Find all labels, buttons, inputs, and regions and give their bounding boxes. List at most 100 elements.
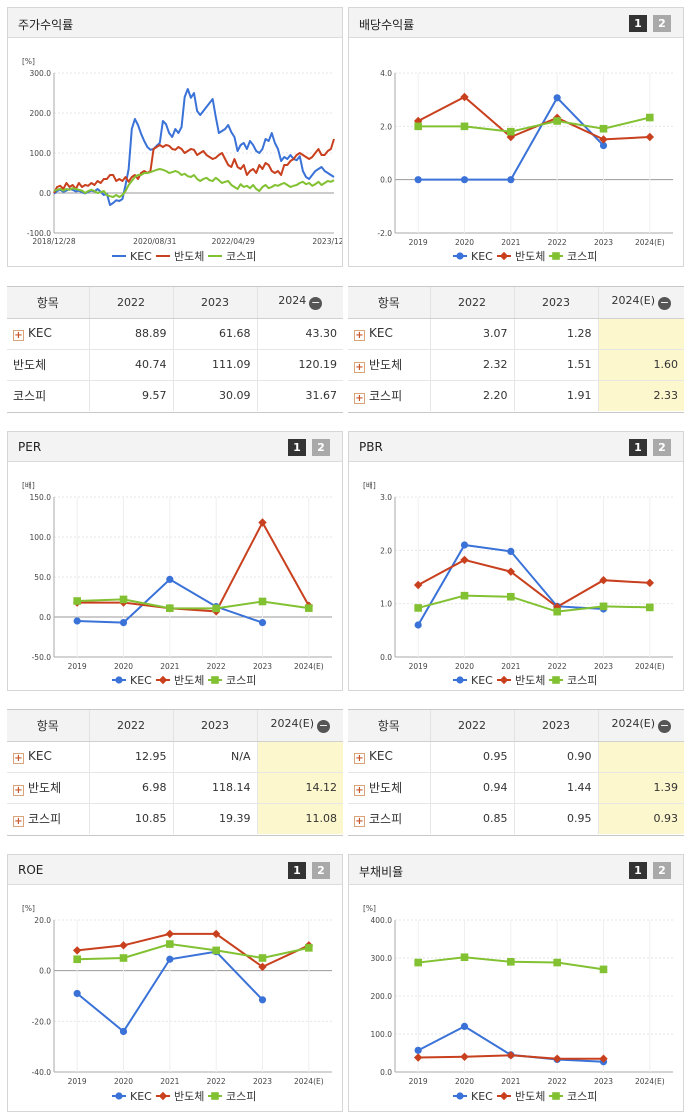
table-header-row: 항목 2022 2023 2024(E) − bbox=[348, 710, 684, 742]
x-tick-label: 2021 bbox=[501, 238, 520, 247]
kospi-series-line bbox=[77, 598, 309, 610]
table-cell: 88.89 bbox=[88, 318, 173, 350]
kec-point bbox=[507, 547, 515, 555]
semiconductor-point bbox=[499, 675, 509, 685]
kospi-point bbox=[119, 954, 128, 962]
table-row: + 코스피 2.20 1.91 2.33 bbox=[348, 380, 684, 411]
expand-plus-icon[interactable]: + bbox=[13, 753, 24, 764]
view-button-1[interactable]: 1 bbox=[629, 862, 647, 879]
expand-plus-icon[interactable]: + bbox=[13, 816, 24, 828]
kec-point bbox=[73, 617, 81, 625]
legend-semi-label: 반도체 bbox=[515, 674, 545, 687]
view-button-2[interactable]: 2 bbox=[653, 15, 671, 32]
x-tick-label: 2023 bbox=[594, 1077, 613, 1086]
panel-header: ROE 1 2 bbox=[8, 855, 342, 885]
kospi-point bbox=[414, 122, 422, 131]
y-tick-label: 50.0 bbox=[34, 573, 51, 582]
legend-kospi-label: 코스피 bbox=[567, 674, 597, 687]
col-header-item: 항목 bbox=[7, 710, 89, 742]
row-name-cell: + 코스피 bbox=[7, 803, 89, 834]
table-cell: 0.93 bbox=[597, 803, 684, 834]
kec-point bbox=[414, 1046, 422, 1054]
table-cell: 1.51 bbox=[513, 349, 598, 381]
view-button-2[interactable]: 2 bbox=[653, 862, 671, 879]
row-name-cell: 반도체 bbox=[7, 349, 89, 381]
expand-plus-icon[interactable]: + bbox=[354, 362, 365, 373]
view-button-2[interactable]: 2 bbox=[653, 439, 671, 456]
semiconductor-point bbox=[460, 1052, 469, 1061]
row-name-cell: + 반도체 bbox=[7, 772, 89, 804]
kec-point bbox=[166, 955, 174, 963]
panel-header: 부채비율 1 2 bbox=[349, 855, 683, 885]
table-cell: 0.90 bbox=[513, 741, 598, 773]
row-name: 반도체 bbox=[28, 781, 62, 795]
y-unit-label: [%] bbox=[363, 904, 376, 913]
semiconductor-point bbox=[499, 1091, 509, 1101]
expand-plus-icon[interactable]: + bbox=[13, 330, 24, 341]
kospi-point bbox=[305, 604, 313, 612]
stock-return-table: 항목 2022 2023 2024− + KEC 88.89 61.68 43.3… bbox=[7, 286, 343, 413]
table-cell: 0.85 bbox=[429, 803, 514, 834]
y-tick-label: 2.0 bbox=[380, 122, 392, 131]
x-tick-label: 2018/12/28 bbox=[32, 237, 75, 246]
table-cell: 31.67 bbox=[256, 380, 343, 411]
legend-semi-label: 반도체 bbox=[515, 250, 545, 263]
legend-kec-label: KEC bbox=[471, 1090, 493, 1103]
x-tick-label: 2019 bbox=[68, 662, 87, 671]
expand-plus-icon[interactable]: + bbox=[354, 393, 365, 405]
expand-plus-icon[interactable]: + bbox=[354, 753, 365, 764]
collapse-minus-icon[interactable]: − bbox=[317, 719, 331, 734]
collapse-minus-icon[interactable]: − bbox=[658, 296, 672, 311]
view-button-1[interactable]: 1 bbox=[288, 439, 306, 456]
table-cell: 61.68 bbox=[172, 318, 257, 350]
expand-plus-icon[interactable]: + bbox=[354, 330, 365, 341]
table-cell bbox=[597, 318, 684, 350]
view-button-2[interactable]: 2 bbox=[312, 439, 330, 456]
col-header-2024: 2024− bbox=[256, 287, 343, 319]
table-row: + 코스피 0.85 0.95 0.93 bbox=[348, 803, 684, 834]
x-tick-label: 2024(E) bbox=[635, 662, 665, 671]
panel-header: PBR 1 2 bbox=[349, 432, 683, 462]
per-chart: [배] 150.0 100.0 50.0 0.0 -50.0 2019 2020 2021 202… bbox=[22, 481, 332, 687]
x-tick-label: 2022 bbox=[548, 1077, 567, 1086]
semiconductor-point bbox=[460, 555, 469, 565]
expand-plus-icon[interactable]: + bbox=[354, 816, 365, 828]
x-tick-label: 2022 bbox=[548, 238, 567, 247]
y-tick-label: 200.0 bbox=[30, 109, 52, 118]
row-name: 코스피 bbox=[13, 389, 47, 404]
semi-series-line bbox=[417, 558, 650, 609]
kospi-point bbox=[553, 958, 561, 967]
legend-kospi-label: 코스피 bbox=[226, 1090, 256, 1103]
x-tick-label: 2022 bbox=[207, 1077, 226, 1086]
y-tick-label: 0.0 bbox=[380, 1068, 392, 1077]
view-button-1[interactable]: 1 bbox=[629, 439, 647, 456]
legend-kec-label: KEC bbox=[130, 1090, 152, 1103]
collapse-minus-icon[interactable]: − bbox=[309, 296, 323, 311]
kospi-point bbox=[211, 676, 219, 684]
table-cell: 6.98 bbox=[88, 772, 173, 804]
view-button-2[interactable]: 2 bbox=[312, 862, 330, 879]
kec-point bbox=[258, 996, 267, 1004]
kospi-point bbox=[305, 944, 313, 952]
semiconductor-point bbox=[499, 251, 509, 261]
semi-series-line bbox=[77, 932, 310, 969]
collapse-minus-icon[interactable]: − bbox=[658, 719, 672, 734]
table-cell: 9.57 bbox=[88, 380, 173, 411]
view-button-1[interactable]: 1 bbox=[288, 862, 306, 879]
per-panel: PER 1 2 [배] 150.0 100.0 50.0 0.0 -50.0 2019 202… bbox=[7, 431, 343, 691]
col-header-2023: 2023 bbox=[172, 710, 257, 742]
kec-point bbox=[73, 989, 81, 998]
kospi-point bbox=[119, 595, 128, 604]
col-header-item: 항목 bbox=[348, 287, 430, 319]
semiconductor-point bbox=[211, 929, 221, 939]
kec-point bbox=[460, 541, 469, 549]
table-cell: 0.94 bbox=[429, 772, 514, 804]
expand-plus-icon[interactable]: + bbox=[13, 785, 24, 796]
view-button-1[interactable]: 1 bbox=[629, 15, 647, 32]
y-tick-label: -2.0 bbox=[377, 229, 392, 238]
dividend-yield-table: 항목 2022 2023 2024(E) − + KEC 3.07 1.28 + 반도… bbox=[348, 286, 684, 413]
expand-plus-icon[interactable]: + bbox=[354, 785, 365, 796]
semiconductor-point bbox=[72, 946, 82, 955]
y-unit-label: [%] bbox=[22, 904, 35, 913]
panel-header: 주가수익률 bbox=[8, 8, 342, 38]
